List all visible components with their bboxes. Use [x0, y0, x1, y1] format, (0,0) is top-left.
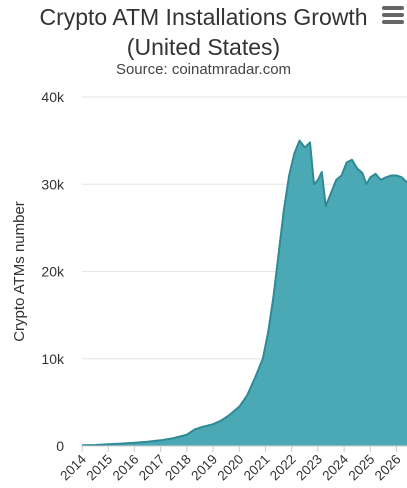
y-tick-label: 40k — [41, 89, 65, 105]
x-tick-label: 2014 — [57, 451, 89, 483]
series-area — [82, 140, 407, 446]
y-tick-label: 0 — [56, 438, 64, 454]
x-tick-label: 2020 — [215, 452, 247, 484]
y-tick-label: 30k — [41, 176, 65, 192]
chart-title-line-1: Crypto ATM Installations Growth — [39, 4, 368, 30]
chart-subtitle: Source: coinatmradar.com — [115, 61, 292, 78]
chart-title-line-2: (United States) — [126, 34, 281, 60]
menu-bar — [382, 6, 404, 10]
x-tick-label: 2019 — [188, 452, 220, 484]
x-tick-label: 2021 — [241, 452, 273, 484]
x-tick-label: 2015 — [83, 452, 115, 484]
series-line — [81, 139, 407, 447]
x-tick-label: 2022 — [267, 452, 299, 484]
menu-bar — [382, 13, 404, 17]
x-tick-label: 2017 — [136, 452, 168, 484]
x-tick-label: 2016 — [110, 452, 142, 484]
x-tick-label: 2025 — [346, 452, 378, 484]
x-tick-label: 2018 — [162, 452, 194, 484]
chart-title: Crypto ATM Installations Growth (United … — [0, 2, 407, 62]
menu-bar — [382, 20, 404, 24]
y-axis-label: Crypto ATMs number — [11, 201, 28, 342]
x-tick-label: 2023 — [293, 452, 325, 484]
y-tick-label: 20k — [41, 264, 65, 280]
x-tick-label: 2024 — [319, 451, 351, 483]
x-tick-label: 2026 — [372, 452, 404, 484]
y-tick-label: 10k — [41, 351, 65, 367]
chart-menu-icon[interactable] — [382, 6, 404, 28]
